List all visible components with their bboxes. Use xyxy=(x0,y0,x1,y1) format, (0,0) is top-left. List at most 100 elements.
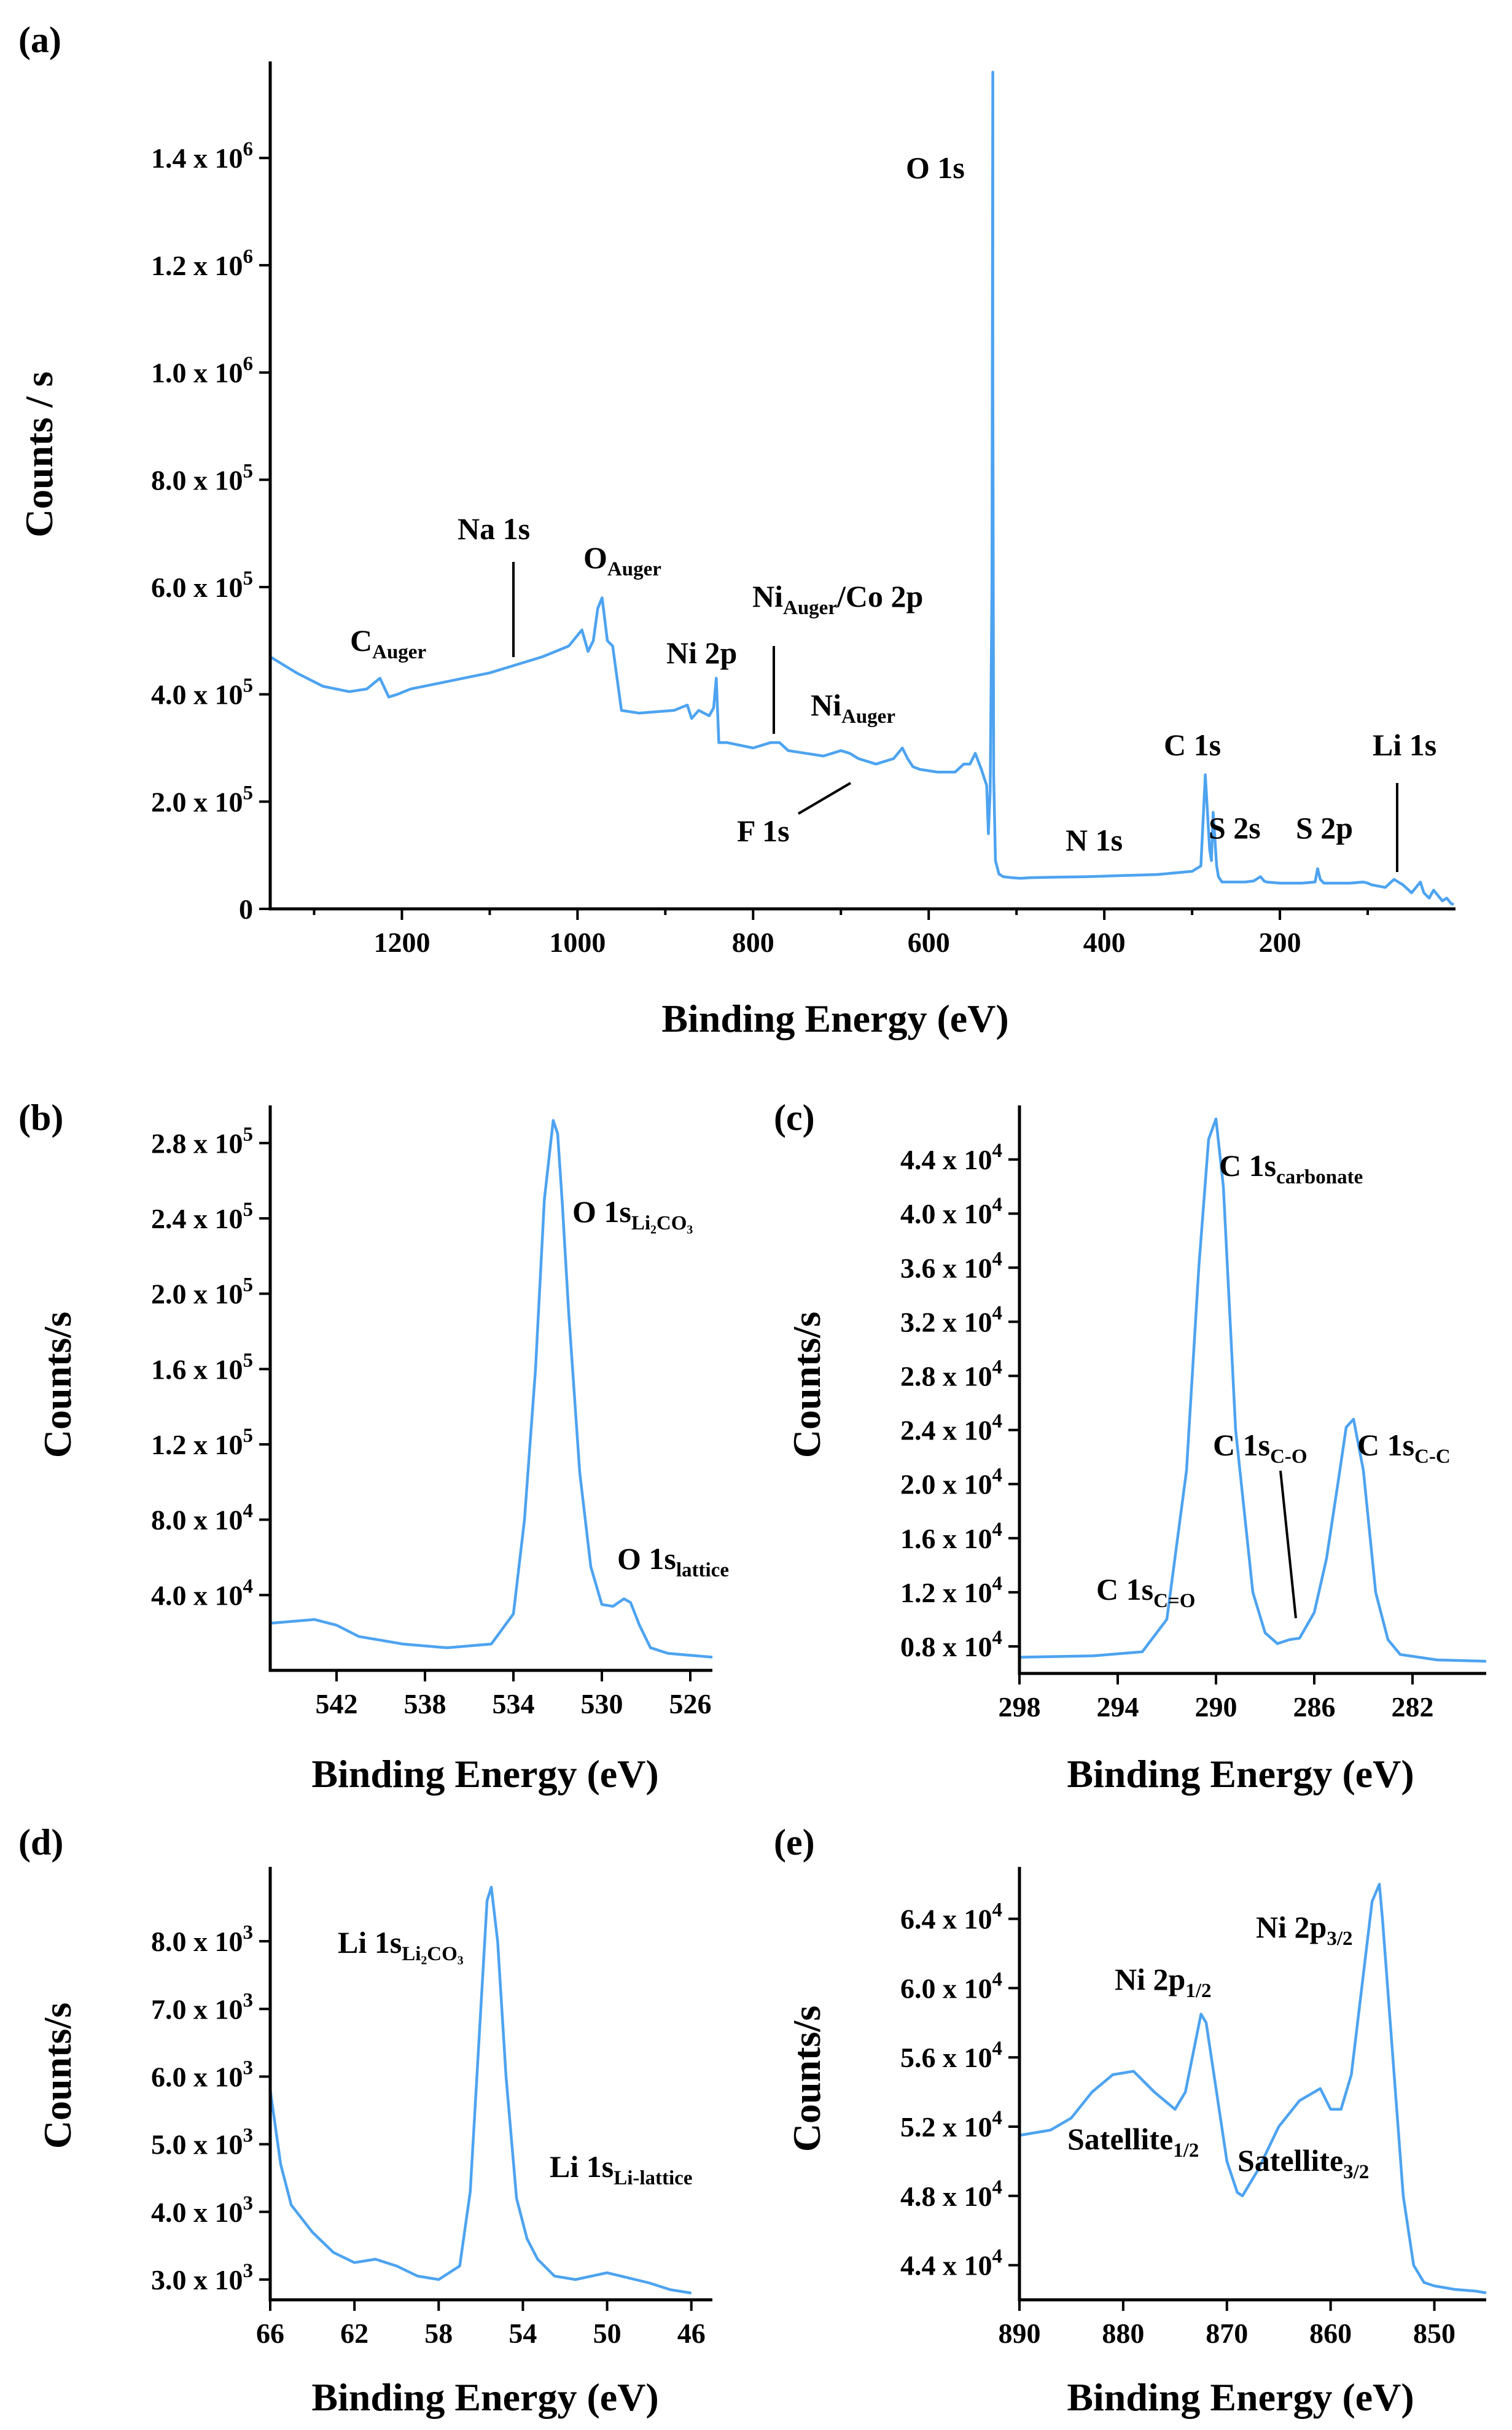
panel-c-x-tick-label: 294 xyxy=(1097,1691,1139,1723)
panel-d-x-tick-label: 46 xyxy=(677,2318,706,2349)
panel-a-y-tick-label: 0 xyxy=(239,894,253,925)
panel-c-x-tick-label: 282 xyxy=(1392,1691,1434,1723)
panel-d-y-tick-label: 7.0 x 103 xyxy=(151,1989,253,2025)
panel-e-axes xyxy=(1018,1867,1486,2302)
panel-b-o1s-line xyxy=(270,1119,713,1659)
panel-d-x-tick-label: 50 xyxy=(593,2318,622,2349)
panel-a-x-tick-label: 600 xyxy=(908,927,950,958)
panel-b-x-tick-label: 530 xyxy=(581,1688,623,1719)
panel-a-y-tick-label: 6.0 x 105 xyxy=(151,567,253,603)
annotation-s2s: S 2s xyxy=(1209,811,1261,845)
panel-c-y-tick-label: 3.2 x 104 xyxy=(900,1302,1002,1338)
panel-a-y-axis-title: Counts / s xyxy=(17,372,61,537)
panel-d-li1s-spectrum: (d) Counts/s Binding Energy (eV) 66 62 58 5… xyxy=(18,1822,712,2419)
panel-c-y-ticks: 0.8 x 104 1.2 x 104 1.6 x 104 2.0 x 104 2.4 … xyxy=(900,1140,1019,1662)
panel-c-y-tick-label: 2.4 x 104 xyxy=(900,1411,1002,1446)
annotation-o-auger: OAuger xyxy=(583,540,661,580)
panel-c-y-tick-label: 1.6 x 104 xyxy=(900,1519,1002,1554)
panel-b-x-ticks: 542 538 534 530 526 xyxy=(316,1670,712,1719)
panel-c-label: (c) xyxy=(774,1097,815,1138)
panel-b-y-ticks: 4.0 x 104 8.0 x 104 1.2 x 105 1.6 x 105 2.0 … xyxy=(151,1123,270,1611)
panel-a-x-tick-label: 1000 xyxy=(549,927,606,958)
panel-e-label: (e) xyxy=(774,1822,815,1863)
panel-c-x-axis-title: Binding Energy (eV) xyxy=(1067,1752,1414,1796)
panel-e-x-tick-label: 890 xyxy=(999,2318,1041,2349)
panel-a-y-tick-label: 2.0 x 105 xyxy=(151,782,253,817)
panel-b-y-tick-label: 1.2 x 105 xyxy=(151,1425,253,1460)
annotation-o1s-li2co3: O 1sLi₂CO₃ xyxy=(572,1194,693,1234)
panel-d-y-tick-label: 4.0 x 103 xyxy=(151,2192,253,2228)
panel-e-x-tick-label: 870 xyxy=(1206,2318,1248,2349)
panel-e-ni2p-spectrum: (e) Counts/s Binding Energy (eV) 890 880 8… xyxy=(774,1822,1487,2419)
panel-e-ni2p-line xyxy=(1019,1882,1487,2294)
annotation-satellite-3-2: Satellite3/2 xyxy=(1237,2143,1369,2183)
annotation-na1s: Na 1s xyxy=(458,512,530,546)
annotation-li1s-li2co3: Li 1sLi₂CO₃ xyxy=(338,1925,464,1965)
panel-c-c1s-spectrum: (c) Counts/s Binding Energy (eV) 298 294 2… xyxy=(774,1097,1487,1796)
panel-e-y-tick-label: 4.8 x 104 xyxy=(900,2176,1002,2212)
panel-b-o1s-spectrum: (b) Counts/s Binding Energy (eV) 542 538 5… xyxy=(18,1097,729,1796)
panel-d-x-ticks: 66 62 58 54 50 46 xyxy=(256,2300,706,2349)
panel-a-x-tick-label: 400 xyxy=(1083,927,1126,958)
panel-d-y-tick-label: 5.0 x 103 xyxy=(151,2125,253,2160)
annotation-c1s-carbonate: C 1scarbonate xyxy=(1219,1148,1363,1188)
panel-b-x-tick-label: 534 xyxy=(493,1688,535,1719)
panel-c-y-tick-label: 3.6 x 104 xyxy=(900,1248,1002,1283)
panel-c-x-tick-label: 298 xyxy=(999,1691,1041,1723)
annotation-ni-auger-co2p: NiAuger/Co 2p xyxy=(752,579,923,619)
panel-a-y-ticks: 0 2.0 x 105 4.0 x 105 6.0 x 105 8.0 x 105 1.0… xyxy=(151,138,270,925)
annotation-satellite-1-2: Satellite1/2 xyxy=(1067,2122,1199,2162)
annotation-c1s-c-c: C 1sC-C xyxy=(1357,1428,1451,1468)
panel-e-y-ticks: 4.4 x 104 4.8 x 104 5.2 x 104 5.6 x 104 6.0 … xyxy=(900,1899,1019,2281)
panel-a-axes xyxy=(268,61,1455,911)
panel-a-x-axis-title: Binding Energy (eV) xyxy=(661,997,1008,1040)
annotation-f1s-pointer xyxy=(797,782,852,815)
panel-c-y-tick-label: 4.0 x 104 xyxy=(900,1194,1002,1229)
panel-d-x-tick-label: 58 xyxy=(424,2318,453,2349)
panel-c-y-tick-label: 4.4 x 104 xyxy=(900,1140,1002,1175)
panel-d-axes xyxy=(268,1867,712,2302)
panel-a-x-tick-label: 200 xyxy=(1259,927,1301,958)
panel-a-x-tick-label: 1200 xyxy=(373,927,430,958)
panel-d-label: (d) xyxy=(18,1822,63,1863)
annotation-ni2p: Ni 2p xyxy=(666,636,737,670)
panel-c-y-tick-label: 0.8 x 104 xyxy=(900,1627,1002,1662)
panel-d-x-tick-label: 66 xyxy=(256,2318,284,2349)
panel-d-y-tick-label: 8.0 x 103 xyxy=(151,1922,253,1957)
panel-b-x-tick-label: 526 xyxy=(669,1688,712,1719)
annotation-f1s: F 1s xyxy=(737,814,790,848)
panel-c-y-axis-title: Counts/s xyxy=(785,1312,828,1458)
panel-e-x-tick-label: 880 xyxy=(1102,2318,1144,2349)
panel-e-y-tick-label: 5.6 x 104 xyxy=(900,2038,1002,2073)
panel-d-y-tick-label: 6.0 x 103 xyxy=(151,2057,253,2092)
panel-e-x-ticks: 890 880 870 860 850 xyxy=(999,2300,1455,2349)
panel-e-x-tick-label: 850 xyxy=(1413,2318,1455,2349)
panel-b-x-tick-label: 542 xyxy=(316,1688,358,1719)
annotation-c1s: C 1s xyxy=(1164,728,1221,762)
panel-e-y-tick-label: 6.4 x 104 xyxy=(900,1899,1002,1935)
panel-b-y-tick-label: 1.6 x 105 xyxy=(151,1349,253,1385)
annotation-c-auger: CAuger xyxy=(350,623,426,663)
annotation-li1s-li-lattice: Li 1sLi-lattice xyxy=(550,2149,692,2189)
panel-b-y-tick-label: 2.4 x 105 xyxy=(151,1199,253,1234)
annotation-n1s: N 1s xyxy=(1066,823,1123,857)
panel-a-y-tick-label: 1.4 x 106 xyxy=(151,138,253,174)
panel-a-y-tick-label: 4.0 x 105 xyxy=(151,675,253,711)
panel-a-survey-line xyxy=(269,71,1454,906)
panel-e-x-axis-title: Binding Energy (eV) xyxy=(1067,2375,1414,2419)
panel-b-y-tick-label: 2.8 x 105 xyxy=(151,1123,253,1159)
panel-d-x-tick-label: 62 xyxy=(340,2318,368,2349)
panel-a-x-tick-label: 800 xyxy=(732,927,774,958)
annotation-ni2p-3-2: Ni 2p3/2 xyxy=(1256,1910,1352,1950)
panel-c-x-tick-label: 290 xyxy=(1195,1691,1237,1723)
panel-c-x-ticks: 298 294 290 286 282 xyxy=(999,1673,1434,1723)
panel-e-y-axis-title: Counts/s xyxy=(785,2006,828,2152)
panel-b-axes xyxy=(268,1105,712,1672)
panel-a-x-ticks: 1200 1000 800 600 400 200 xyxy=(313,909,1370,958)
panel-e-y-tick-label: 5.2 x 104 xyxy=(900,2107,1002,2143)
panel-d-y-axis-title: Counts/s xyxy=(36,2003,79,2149)
panel-b-y-tick-label: 8.0 x 104 xyxy=(151,1500,253,1536)
panel-b-y-axis-title: Counts/s xyxy=(36,1312,79,1458)
panel-c-axes xyxy=(1018,1105,1486,1675)
